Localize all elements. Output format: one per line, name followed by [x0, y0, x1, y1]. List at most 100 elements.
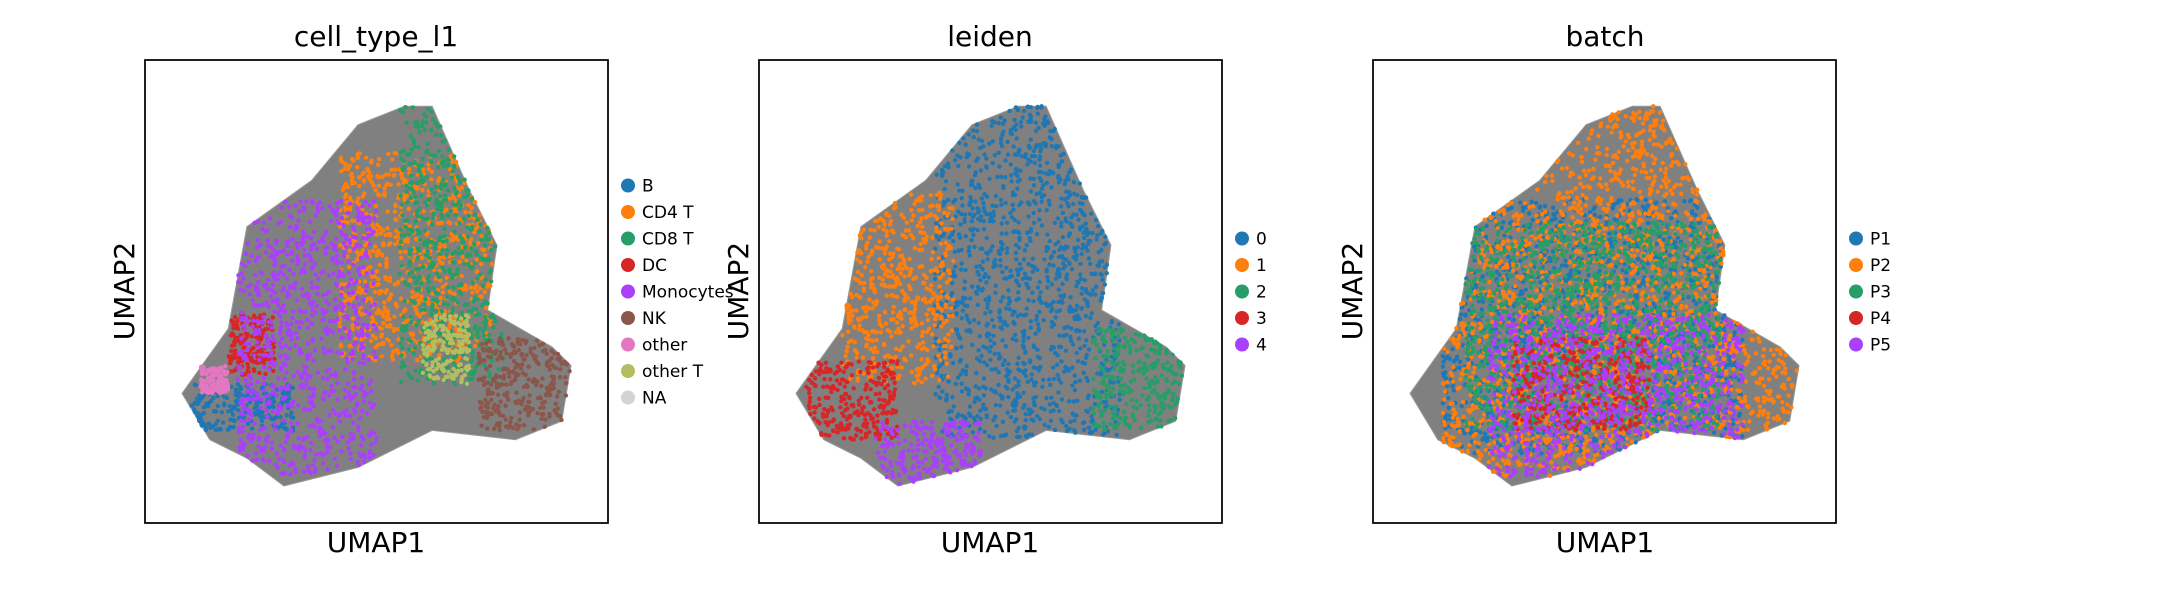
data-point [992, 152, 998, 158]
data-point [296, 218, 301, 223]
data-point [435, 291, 440, 296]
data-point [1004, 265, 1009, 270]
data-point [925, 317, 931, 323]
data-point [328, 218, 334, 224]
data-point [398, 150, 403, 155]
data-point [1000, 132, 1005, 137]
data-point [928, 193, 933, 198]
data-point [443, 198, 449, 203]
data-point [1010, 387, 1015, 392]
data-point [467, 377, 472, 382]
data-point [431, 211, 436, 216]
data-point [339, 308, 345, 313]
data-point [454, 270, 459, 275]
data-point [245, 284, 251, 289]
data-point [909, 299, 915, 305]
data-point [401, 158, 406, 164]
data-point [1051, 365, 1056, 370]
data-point [373, 204, 378, 209]
data-point [286, 391, 291, 397]
data-point [238, 437, 243, 443]
data-point [434, 308, 439, 314]
data-point [291, 271, 296, 277]
data-point [351, 342, 357, 347]
data-point [1044, 244, 1049, 250]
data-point [457, 180, 463, 185]
data-point [1035, 105, 1040, 111]
data-point [253, 396, 259, 401]
data-point [350, 218, 355, 223]
data-point [1067, 399, 1072, 404]
data-point [482, 375, 487, 380]
data-point [400, 324, 405, 329]
legend-item: other [621, 336, 687, 356]
data-point [201, 410, 206, 416]
data-point [966, 152, 972, 157]
data-point [302, 253, 307, 258]
data-point [297, 351, 303, 356]
data-point [406, 206, 411, 211]
data-point [396, 327, 401, 332]
data-point [360, 330, 365, 335]
data-point [295, 225, 300, 230]
data-point [369, 160, 374, 165]
data-point [993, 193, 999, 199]
data-point [540, 348, 546, 354]
legend-label: other T [642, 362, 704, 382]
data-point [435, 361, 441, 367]
data-point [877, 313, 882, 319]
data-point [422, 228, 428, 233]
data-point [414, 322, 419, 328]
data-point [870, 275, 875, 281]
data-point [864, 304, 869, 310]
data-point [338, 342, 344, 347]
data-point [972, 399, 977, 405]
data-point [483, 348, 489, 353]
data-point [445, 374, 450, 379]
data-point [341, 240, 347, 246]
data-point [1140, 393, 1145, 398]
data-point [465, 193, 470, 198]
data-point [477, 228, 482, 234]
data-point [405, 218, 410, 223]
data-point [950, 360, 956, 366]
data-point [1023, 411, 1028, 417]
data-point [270, 282, 276, 288]
data-point [1078, 272, 1083, 277]
data-point [436, 178, 441, 184]
data-point [347, 413, 352, 418]
data-point [450, 275, 455, 280]
data-point [934, 294, 939, 299]
data-point [973, 199, 978, 204]
data-point [849, 295, 855, 300]
data-point [354, 257, 360, 262]
data-point [1072, 428, 1077, 433]
data-point [950, 216, 955, 222]
data-point [1093, 292, 1098, 297]
data-point [557, 366, 563, 372]
data-point [517, 410, 523, 415]
data-point [339, 273, 345, 278]
data-point [472, 230, 477, 235]
data-point [276, 376, 281, 381]
data-point [930, 373, 935, 378]
data-point [975, 414, 980, 419]
data-point [439, 160, 444, 166]
data-point [469, 205, 474, 210]
data-point [463, 245, 468, 250]
data-point [547, 412, 552, 417]
data-point [483, 277, 488, 282]
data-point [1010, 202, 1015, 207]
data-point [460, 352, 466, 358]
data-point [401, 168, 406, 173]
data-point [408, 195, 413, 201]
data-point [261, 220, 267, 225]
legend-marker [621, 258, 635, 272]
data-point [998, 136, 1004, 141]
data-point [957, 188, 962, 193]
data-point [979, 353, 984, 359]
data-point [350, 316, 356, 321]
data-point [373, 354, 378, 360]
data-point [551, 364, 557, 370]
data-point [1059, 298, 1065, 303]
